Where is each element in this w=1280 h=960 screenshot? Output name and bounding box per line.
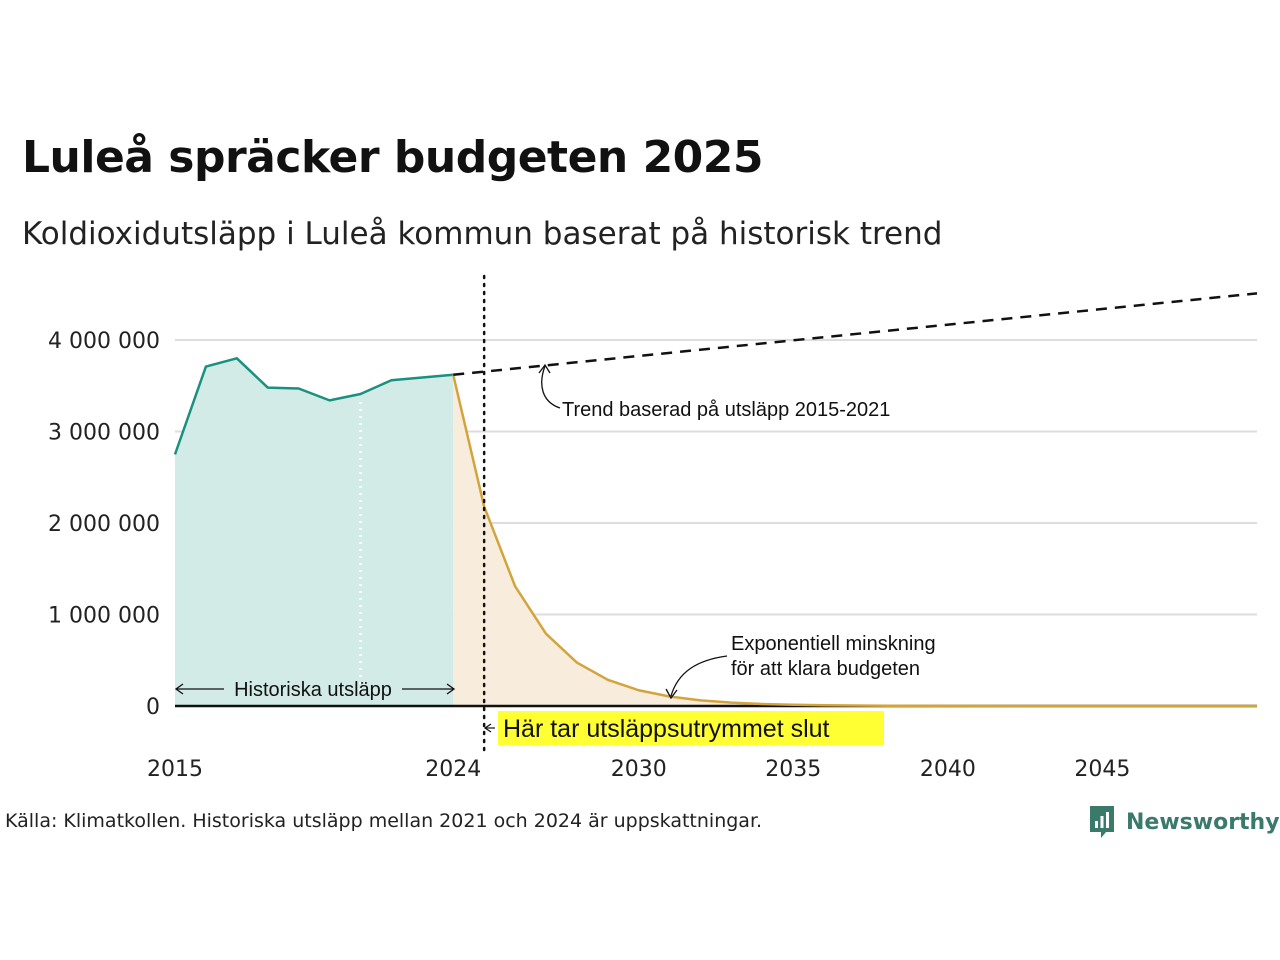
x-tick-label: 2015 <box>147 757 203 782</box>
emissions-chart: 0 1 000 000 2 000 000 3 000 000 4 000 000 20… <box>48 274 1258 782</box>
x-tick-label: 2024 <box>425 757 481 782</box>
budget-end-highlight <box>498 711 884 745</box>
y-tick-label: 0 <box>146 695 160 720</box>
y-tick-label: 3 000 000 <box>48 421 160 446</box>
series-areas <box>175 358 1257 706</box>
newsworthy-logo[interactable]: Newsworthy <box>1088 804 1280 840</box>
newsworthy-logo-text: Newsworthy <box>1126 809 1280 835</box>
newsworthy-logo-icon <box>1090 806 1114 838</box>
x-tick-label: 2035 <box>765 757 821 782</box>
x-tick-label: 2040 <box>920 757 976 782</box>
annotations: Historiska utsläpp Trend baserad på utsl… <box>174 363 936 745</box>
series-lines <box>173 274 1258 754</box>
source-note: Källa: Klimatkollen. Historiska utsläpp … <box>5 810 763 832</box>
trend-annotation-arrow <box>541 365 561 409</box>
y-tick-label: 2 000 000 <box>48 512 160 537</box>
trend-annotation-arrowhead <box>538 363 551 374</box>
chart-subtitle: Koldioxidutsläpp i Luleå kommun baserat … <box>22 216 943 252</box>
annotation-reduction-line2: för att klara budgeten <box>731 658 920 680</box>
x-tick-label: 2030 <box>611 757 667 782</box>
historical-area <box>175 358 454 706</box>
reduction-annotation-arrowhead <box>665 688 678 700</box>
reduction-line <box>452 374 1258 708</box>
historical-line <box>173 357 454 455</box>
x-tick-label: 2045 <box>1074 757 1130 782</box>
x-tick-labels: 2015 2024 2030 2035 2040 2045 <box>147 757 1130 782</box>
historical-arrowhead-left <box>174 683 184 695</box>
annotation-historical: Historiska utsläpp <box>234 679 392 701</box>
reduction-area <box>453 374 1257 706</box>
reduction-annotation-arrow <box>670 655 728 697</box>
y-tick-labels: 0 1 000 000 2 000 000 3 000 000 4 000 000 <box>48 329 160 720</box>
y-tick-label: 1 000 000 <box>48 604 160 629</box>
trend-line <box>453 292 1258 377</box>
annotation-trend: Trend baserad på utsläpp 2015-2021 <box>562 399 890 421</box>
historical-arrowhead-right <box>446 683 456 695</box>
chart-title: Luleå spräcker budgeten 2025 <box>22 132 764 183</box>
annotation-budget-end: Här tar utsläppsutrymmet slut <box>503 715 830 743</box>
budget-end-arrowhead <box>483 723 492 733</box>
annotation-reduction-line1: Exponentiell minskning <box>731 633 936 655</box>
y-tick-label: 4 000 000 <box>48 329 160 354</box>
